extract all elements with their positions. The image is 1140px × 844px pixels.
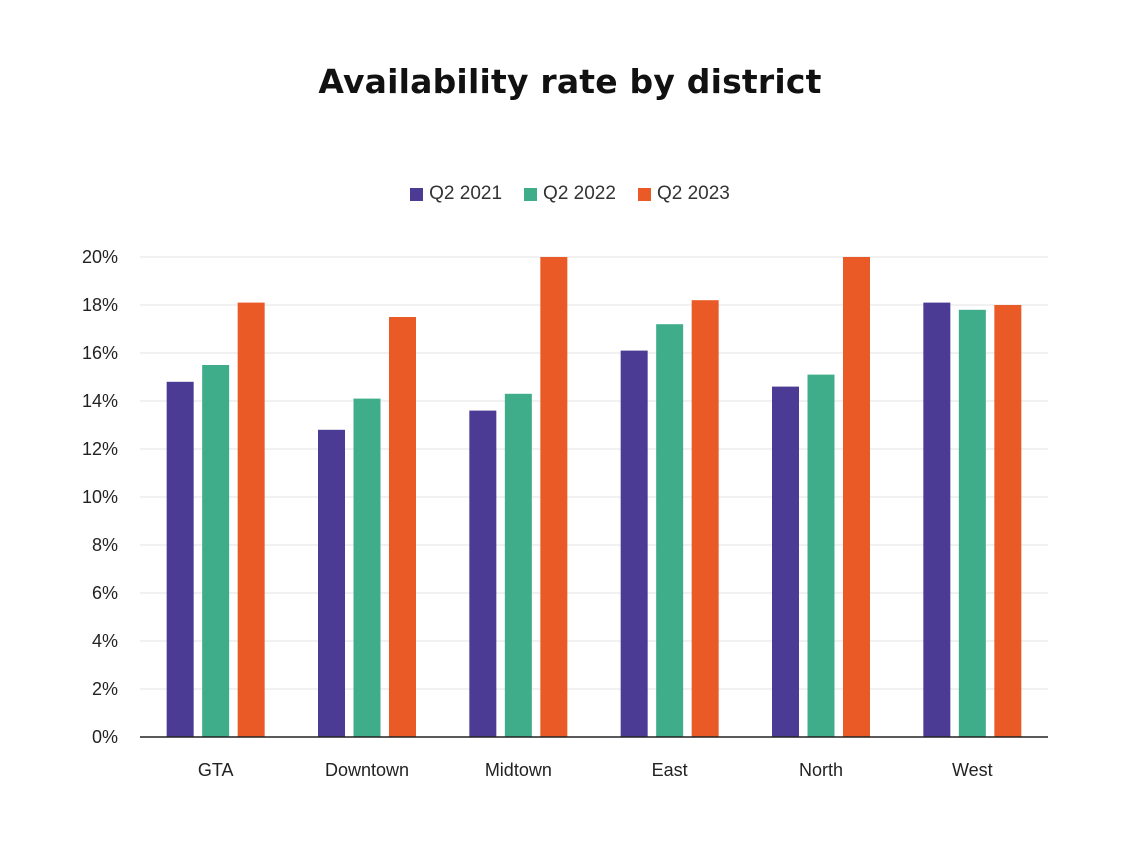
x-tick-label: North xyxy=(799,760,843,780)
bar xyxy=(540,257,568,737)
legend-swatch-q2-2022 xyxy=(524,187,538,201)
chart-legend: Q2 2021 Q2 2022 Q2 2023 xyxy=(0,183,1140,205)
y-tick-label: 6% xyxy=(92,583,118,603)
x-tick-label: East xyxy=(652,760,688,780)
bar xyxy=(958,309,986,737)
x-tick-label: Downtown xyxy=(325,760,409,780)
legend-label-q2-2021: Q2 2021 xyxy=(429,183,503,204)
legend-label-q2-2023: Q2 2023 xyxy=(656,183,730,204)
bar xyxy=(620,350,648,737)
x-tick-label: Midtown xyxy=(485,760,552,780)
bar xyxy=(772,386,799,737)
bar xyxy=(353,398,381,737)
bar xyxy=(656,324,684,737)
y-tick-label: 12% xyxy=(82,439,118,459)
legend-swatch-q2-2023 xyxy=(637,187,651,201)
bar xyxy=(318,429,345,737)
y-tick-label: 18% xyxy=(82,295,118,315)
bar xyxy=(202,365,230,737)
y-tick-label: 8% xyxy=(92,535,118,555)
x-tick-label: West xyxy=(952,760,993,780)
legend-swatch-q2-2021 xyxy=(410,187,424,201)
y-tick-label: 4% xyxy=(92,631,118,651)
bar xyxy=(923,302,951,737)
y-tick-label: 2% xyxy=(92,679,118,699)
legend-item-q2-2022: Q2 2022 xyxy=(524,183,616,205)
bar xyxy=(843,257,870,737)
y-tick-label: 0% xyxy=(92,727,118,747)
legend-item-q2-2023: Q2 2023 xyxy=(637,183,730,205)
bar xyxy=(469,410,497,737)
bar xyxy=(691,300,719,737)
x-tick-label: GTA xyxy=(198,760,234,780)
bar xyxy=(994,305,1022,737)
bar xyxy=(237,302,265,737)
bar xyxy=(504,393,532,737)
y-tick-label: 14% xyxy=(82,391,118,411)
legend-item-q2-2021: Q2 2021 xyxy=(410,183,502,205)
chart-title: Availability rate by district xyxy=(318,62,822,101)
y-tick-label: 16% xyxy=(82,343,118,363)
legend-label-q2-2022: Q2 2022 xyxy=(543,183,616,204)
bar xyxy=(389,317,416,737)
y-tick-label: 20% xyxy=(82,247,118,267)
y-tick-label: 10% xyxy=(82,487,118,507)
bar xyxy=(166,381,194,737)
bar xyxy=(807,374,835,737)
